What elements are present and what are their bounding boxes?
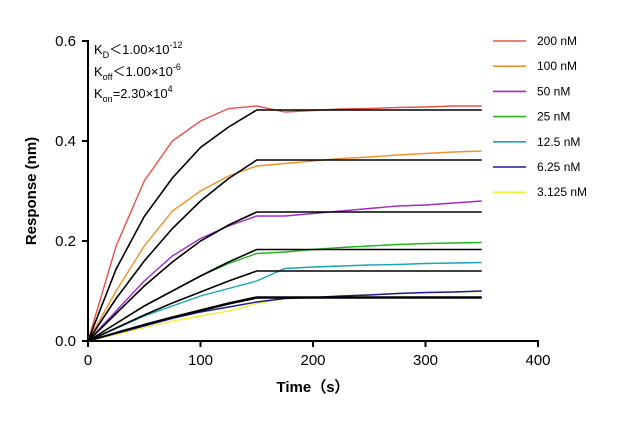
data-line [87, 200, 482, 342]
data-line [87, 105, 482, 342]
y-axis-label: Response (nm) [23, 137, 40, 245]
fit-line [87, 270, 482, 342]
symbol: K [94, 86, 103, 101]
legend-label: 3.125 nM [537, 185, 587, 199]
subscript: on [103, 94, 113, 104]
legend-label: 100 nM [537, 59, 577, 73]
subscript: D [103, 50, 110, 60]
annotation-text: ＜1.00×10 [113, 64, 173, 79]
x-tick-label: 300 [413, 352, 438, 369]
subscript: off [103, 72, 113, 82]
annotation: Kon=2.30×104 [94, 84, 173, 104]
exponent: -12 [170, 40, 183, 50]
annotation: KD＜1.00×10-12 [94, 40, 183, 60]
annotation-text: =2.30×10 [113, 86, 168, 101]
fit-line [87, 297, 482, 342]
y-tick-label: 0.0 [55, 333, 76, 350]
fit-line [87, 211, 482, 342]
y-tick-label: 0.4 [55, 133, 76, 150]
fit-line [87, 248, 482, 342]
fit-line [87, 109, 482, 342]
fit-line [87, 159, 482, 342]
data-line [87, 261, 482, 342]
exponent: 4 [168, 84, 173, 94]
y-tick-label: 0.6 [55, 33, 76, 50]
x-tick-label: 100 [188, 352, 213, 369]
symbol: K [94, 42, 103, 57]
x-tick-label: 0 [84, 352, 92, 369]
symbol: K [94, 64, 103, 79]
legend-label: 50 nM [537, 84, 570, 98]
annotation: Koff＜1.00×10-6 [94, 62, 181, 82]
legend-label: 12.5 nM [537, 135, 580, 149]
x-axis-label: Time（s） [276, 378, 349, 396]
x-tick-label: 400 [525, 352, 550, 369]
x-tick-label: 200 [300, 352, 325, 369]
exponent: -6 [173, 62, 181, 72]
legend-label: 200 nM [537, 34, 577, 48]
legend-label: 25 nM [537, 110, 570, 124]
data-line [87, 150, 482, 342]
annotation-text: ＜1.00×10 [109, 42, 169, 57]
legend-label: 6.25 nM [537, 160, 580, 174]
y-tick-label: 0.2 [55, 233, 76, 250]
